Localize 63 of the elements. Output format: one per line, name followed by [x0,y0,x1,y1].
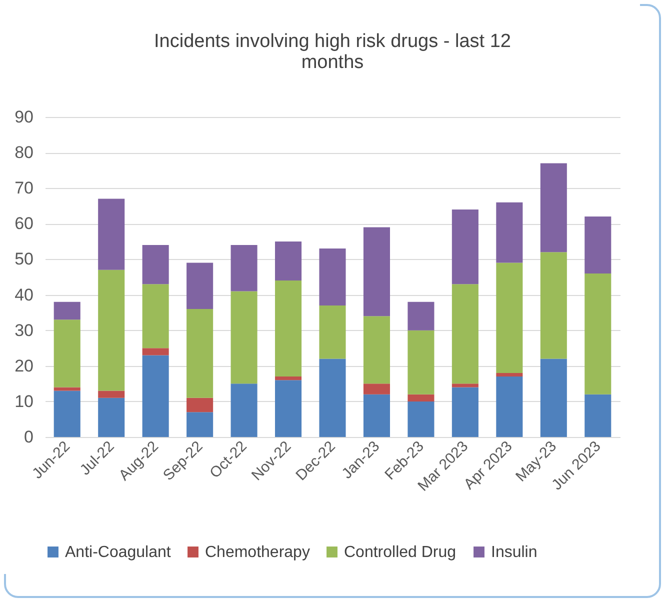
bar [319,248,346,306]
bar [584,273,612,394]
bar [186,412,214,437]
bar [54,320,80,388]
bar [230,384,258,437]
y-tick-label: 40 [14,285,34,304]
bar [54,390,80,437]
bar [540,358,567,437]
bar [142,245,169,284]
bar [496,373,523,377]
bar [54,387,80,391]
bar [363,384,390,394]
bar [319,358,346,437]
y-tick-label: 50 [14,250,34,269]
bar [186,262,214,309]
bar [584,394,612,437]
y-tick-label: 0 [24,428,34,446]
bar [452,209,478,284]
bar [408,394,434,402]
bar [275,380,302,437]
bar [363,227,390,316]
bar [142,284,169,348]
y-tick-label: 70 [14,178,34,198]
y-tick-label: 20 [14,356,34,376]
bar [275,376,302,380]
bar [540,163,567,252]
chart-title: Incidents involving high risk drugs - last 12 months [154,31,511,73]
bar [584,216,612,274]
bar [496,376,523,437]
legend-label: Anti-Coagulant [65,544,172,561]
bar [98,198,125,270]
legend-label: Chemotherapy [205,544,310,561]
bar [496,202,523,263]
legend-label: Insulin [491,544,538,561]
bar [540,252,567,359]
bar [98,398,125,437]
bar [496,262,523,373]
y-tick-label: 90 [14,108,34,126]
bar [275,280,302,377]
bar [363,316,390,384]
bar [452,384,478,388]
bar [98,390,125,398]
y-tick-label: 30 [14,320,34,340]
bar [186,398,214,412]
y-tick-label: 80 [14,143,34,162]
bar [142,355,169,437]
bar [98,270,125,391]
bar [54,302,80,320]
bar [452,284,478,384]
bar [230,291,258,384]
y-tick-label: 10 [14,392,34,411]
bar [275,241,302,281]
y-tick-label: 60 [14,214,34,234]
bar [363,394,390,437]
bar [408,330,434,394]
bar [319,305,346,359]
bar [452,387,478,437]
bar [230,245,258,292]
bar [408,302,434,330]
legend-label: Controlled Drug [344,544,456,561]
bar [142,348,169,356]
bar [408,401,434,437]
bar [186,309,214,398]
